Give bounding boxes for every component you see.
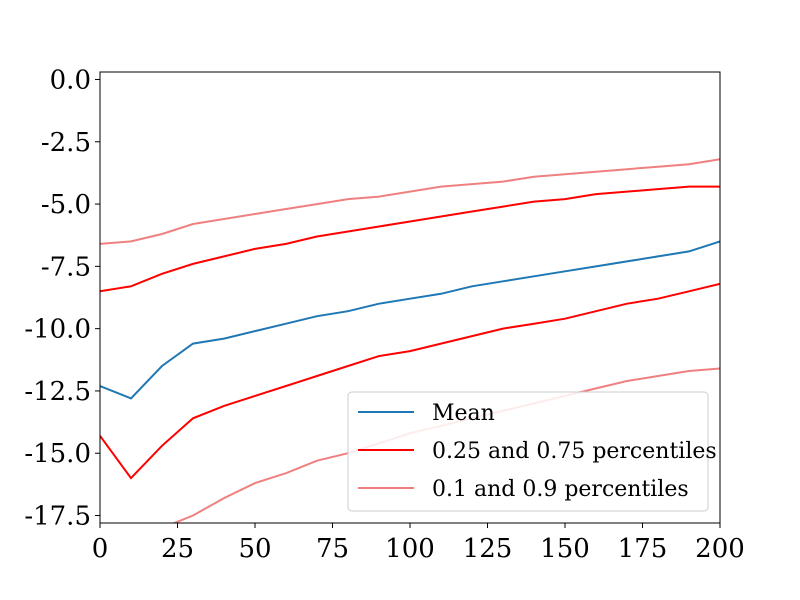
legend: Mean 0.25 and 0.75 percentiles 0.1 and 0.9… bbox=[347, 391, 717, 512]
series-line-mean bbox=[100, 240, 720, 400]
x-tick-label: 100 bbox=[385, 534, 435, 564]
y-tick-label: -2.5 bbox=[41, 128, 91, 158]
series-line-0-9-percentile bbox=[100, 158, 720, 245]
x-tick-label: 200 bbox=[695, 534, 745, 564]
series-line-0-75-percentile bbox=[100, 185, 720, 293]
legend-label: 0.25 and 0.75 percentiles bbox=[432, 439, 717, 464]
legend-box bbox=[347, 391, 709, 512]
y-tick-label: 0.0 bbox=[50, 65, 91, 95]
legend-label: 0.1 and 0.9 percentiles bbox=[432, 477, 689, 502]
y-tick-label: -15.0 bbox=[24, 439, 91, 469]
x-tick-label: 175 bbox=[618, 534, 668, 564]
x-tick-label: 0 bbox=[92, 534, 109, 564]
y-tick-label: -10.0 bbox=[24, 315, 91, 345]
x-tick-label: 75 bbox=[316, 534, 349, 564]
x-tick-label: 50 bbox=[238, 534, 271, 564]
y-tick-label: -7.5 bbox=[41, 252, 91, 282]
legend-label: Mean bbox=[432, 401, 495, 426]
x-tick-label: 125 bbox=[463, 534, 513, 564]
y-tick-label: -12.5 bbox=[24, 377, 91, 407]
x-tick-label: 150 bbox=[540, 534, 590, 564]
x-tick-label: 25 bbox=[161, 534, 194, 564]
y-tick-label: -5.0 bbox=[41, 190, 91, 220]
series-line-0-25-percentile bbox=[100, 282, 720, 480]
y-tick-label: -17.5 bbox=[24, 502, 91, 532]
